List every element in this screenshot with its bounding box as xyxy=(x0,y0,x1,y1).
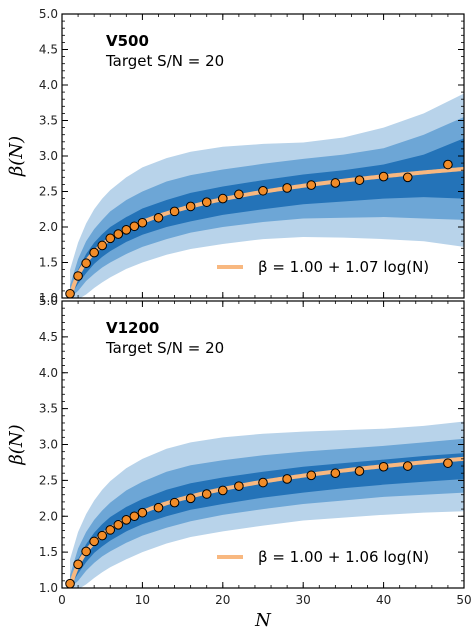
panel-title: V1200 xyxy=(106,319,159,337)
y-tick-label: 2.5 xyxy=(39,185,58,199)
data-point xyxy=(306,470,317,481)
plot-area xyxy=(65,93,464,298)
y-tick-label: 3.0 xyxy=(39,438,58,452)
y-tick-label: 1.5 xyxy=(39,545,58,559)
data-point xyxy=(65,288,75,298)
data-point xyxy=(330,468,341,479)
data-point xyxy=(121,225,132,235)
y-tick-label: 4.5 xyxy=(39,43,58,57)
data-point xyxy=(89,536,99,547)
y-tick-label: 1.0 xyxy=(39,291,58,305)
data-point xyxy=(169,497,180,508)
data-point xyxy=(153,212,164,223)
data-point xyxy=(105,233,116,244)
panel-v1200: 1.0 1.5 2.0 2.5 3.0 3.5 4.0 4.5 5.0 0 10 20 30 40 50 V1… xyxy=(6,294,472,631)
data-point xyxy=(137,507,148,518)
data-point xyxy=(378,171,389,182)
panel-subtitle: Target S/N = 20 xyxy=(105,339,224,357)
data-point xyxy=(81,546,91,557)
data-point xyxy=(282,474,292,484)
data-point xyxy=(137,217,148,228)
data-point xyxy=(282,183,292,193)
data-point xyxy=(81,258,91,269)
panel-v500: 1.0 1.5 2.0 2.5 3.0 3.5 4.0 4.5 5.0 V500 Target S/… xyxy=(6,7,465,305)
data-point xyxy=(169,206,180,217)
data-point xyxy=(378,461,389,472)
data-point xyxy=(73,271,83,281)
data-point xyxy=(113,229,124,239)
data-point xyxy=(330,178,341,188)
x-axis-label: N xyxy=(254,610,272,631)
data-point xyxy=(218,193,228,204)
data-point xyxy=(153,502,164,513)
legend-label: β = 1.00 + 1.07 log(N) xyxy=(258,258,429,276)
y-tick-label: 4.0 xyxy=(39,78,58,92)
y-tick-label: 1.0 xyxy=(39,581,58,595)
y-tick-label: 5.0 xyxy=(39,294,58,308)
data-point xyxy=(354,175,365,185)
data-point xyxy=(443,159,453,170)
data-point xyxy=(65,578,75,588)
y-axis-label: β(N) xyxy=(6,424,27,465)
data-point xyxy=(258,477,268,488)
panel-title: V500 xyxy=(106,32,149,50)
data-point xyxy=(89,247,99,258)
y-tick-label: 3.5 xyxy=(39,402,58,416)
data-point xyxy=(402,461,413,471)
data-point xyxy=(105,525,116,535)
data-point xyxy=(97,240,107,251)
legend-label: β = 1.00 + 1.06 log(N) xyxy=(258,548,429,566)
data-point xyxy=(185,201,196,212)
x-tick-label: 0 xyxy=(58,593,66,607)
x-tick-label: 30 xyxy=(296,593,311,607)
data-point xyxy=(129,221,140,232)
x-tick-label: 50 xyxy=(456,593,471,607)
y-tick-label: 2.0 xyxy=(39,509,58,523)
x-tick-label: 40 xyxy=(376,593,391,607)
data-point xyxy=(121,515,132,525)
data-point xyxy=(201,489,212,499)
data-point xyxy=(113,520,124,530)
data-point xyxy=(201,197,212,207)
y-tick-label: 3.0 xyxy=(39,149,58,163)
plot-area xyxy=(65,421,464,588)
y-tick-label: 4.0 xyxy=(39,366,58,380)
data-point xyxy=(73,559,83,570)
x-tick-label: 10 xyxy=(135,593,150,607)
y-tick-label: 4.5 xyxy=(39,330,58,344)
y-tick-label: 5.0 xyxy=(39,7,58,21)
data-point xyxy=(97,530,107,541)
y-tick-label: 2.5 xyxy=(39,473,58,487)
y-tick-label: 1.5 xyxy=(39,256,58,270)
data-point xyxy=(234,481,244,491)
data-point xyxy=(306,180,317,190)
data-point xyxy=(129,511,140,522)
data-point xyxy=(443,458,453,468)
data-point xyxy=(234,189,244,200)
y-axis-label: β(N) xyxy=(6,136,27,177)
data-point xyxy=(218,485,228,496)
data-point xyxy=(185,493,196,504)
data-point xyxy=(354,466,365,476)
x-tick-label: 20 xyxy=(215,593,230,607)
y-tick-label: 2.0 xyxy=(39,220,58,234)
y-tick-label: 3.5 xyxy=(39,114,58,128)
data-point xyxy=(402,172,413,183)
data-point xyxy=(258,185,268,196)
panel-subtitle: Target S/N = 20 xyxy=(105,52,224,70)
